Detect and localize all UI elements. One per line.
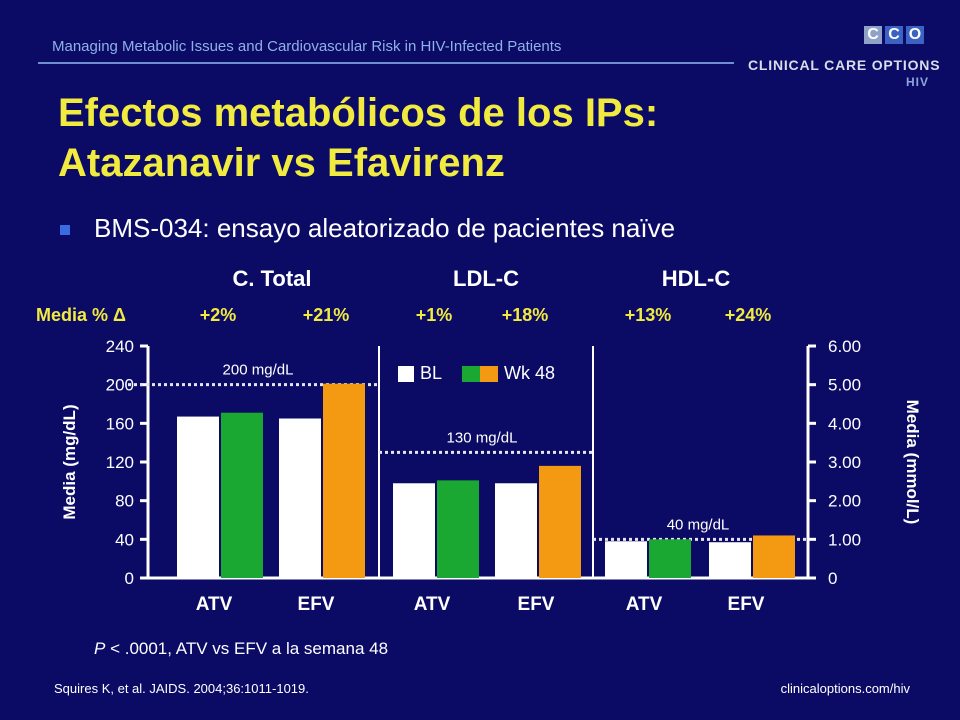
- y-tick-label-left-2: 80: [115, 492, 134, 511]
- y-tick-label-left-0: 0: [125, 569, 134, 588]
- header-divider: [38, 62, 734, 64]
- slide-title: Efectos metabólicos de los IPs: Atazanav…: [58, 88, 918, 188]
- bar-2-atv-bl: [605, 541, 647, 578]
- cco-logo: C C O: [864, 26, 924, 44]
- presentation-subtitle: Managing Metabolic Issues and Cardiovasc…: [52, 38, 562, 55]
- pct-total-efv: +21%: [302, 305, 350, 325]
- legend-label-wk48: Wk 48: [504, 363, 556, 383]
- x-category-hdl-atv: ATV: [625, 594, 663, 615]
- slide-title-line-1: Efectos metabólicos de los IPs:: [58, 91, 659, 135]
- bar-2-efv-wk48: [753, 535, 795, 578]
- media-pct-label: Media % Δ: [36, 305, 126, 325]
- bar-2-atv-wk48: [649, 539, 691, 578]
- slide-title-line-2: Atazanavir vs Efavirenz: [58, 141, 505, 185]
- logo-name: CLINICAL CARE OPTIONS: [748, 57, 941, 73]
- bar-0-efv-wk48: [323, 383, 365, 578]
- y-tick-label-left-4: 160: [106, 414, 134, 433]
- p-value-text: < .0001, ATV vs EFV a la semana 48: [105, 639, 389, 658]
- y-tick-label-left-3: 120: [106, 453, 134, 472]
- pct-ldl-efv: +18%: [501, 305, 549, 325]
- x-category-ldl-atv: ATV: [413, 594, 451, 615]
- x-category-ldl-efv: EFV: [517, 594, 555, 615]
- y-tick-label-right-3: 3.00: [828, 453, 861, 472]
- y-tick-label-left-5: 200: [106, 376, 134, 395]
- x-category-total-atv: ATV: [195, 594, 233, 615]
- y-tick-label-right-0: 0: [828, 569, 837, 588]
- chart-legend: BL Wk 48: [398, 363, 555, 384]
- bullet-square-icon: [60, 225, 70, 235]
- p-value-symbol: P: [94, 639, 106, 658]
- pct-hdl-efv: +24%: [724, 305, 772, 325]
- y-tick-label-left-1: 40: [115, 530, 134, 549]
- pct-hdl-atv: +13%: [624, 305, 672, 325]
- bar-1-atv-bl: [393, 483, 435, 578]
- logo-letter-2: C: [885, 26, 903, 44]
- reference-label-0: 200 mg/dL: [223, 362, 294, 379]
- y-tick-label-left-6: 240: [106, 337, 134, 356]
- bar-0-efv-bl: [279, 418, 321, 578]
- y-tick-label-right-5: 5.00: [828, 376, 861, 395]
- logo-letter-1: C: [864, 26, 882, 44]
- y-tick-label-right-2: 2.00: [828, 492, 861, 511]
- citation: Squires K, et al. JAIDS. 2004;36:1011-10…: [54, 681, 309, 696]
- legend-swatch-bl: [398, 365, 414, 382]
- group-label-hdl: HDL-C: [661, 266, 731, 291]
- y-tick-label-right-1: 1.00: [828, 530, 861, 549]
- group-label-ldl: LDL-C: [453, 266, 519, 291]
- y-tick-label-right-6: 6.00: [828, 337, 861, 356]
- bar-2-efv-bl: [709, 542, 751, 578]
- logo-letter-3: O: [906, 26, 924, 44]
- logo-sub: HIV: [906, 75, 930, 89]
- bar-1-efv-bl: [495, 483, 537, 578]
- bar-1-atv-wk48: [437, 480, 479, 578]
- legend-swatch-wk48: [462, 365, 499, 382]
- pct-total-atv: +2%: [199, 305, 237, 325]
- x-category-hdl-efv: EFV: [727, 594, 765, 615]
- legend-label-bl: BL: [420, 363, 443, 383]
- group-label-total: C. Total: [232, 266, 312, 291]
- bar-1-efv-wk48: [539, 465, 581, 578]
- source-url: clinicaloptions.com/hiv: [780, 681, 910, 696]
- bullet-text: BMS-034: ensayo aleatorizado de paciente…: [94, 213, 676, 243]
- p-value-note: P < .0001, ATV vs EFV a la semana 48: [94, 639, 388, 659]
- bar-0-atv-wk48: [221, 412, 263, 578]
- x-category-total-efv: EFV: [297, 594, 335, 615]
- y-tick-label-right-4: 4.00: [828, 414, 861, 433]
- pct-ldl-atv: +1%: [415, 305, 453, 325]
- reference-label-1: 130 mg/dL: [447, 429, 518, 446]
- reference-label-2: 40 mg/dL: [667, 516, 730, 533]
- bar-0-atv-bl: [177, 416, 219, 578]
